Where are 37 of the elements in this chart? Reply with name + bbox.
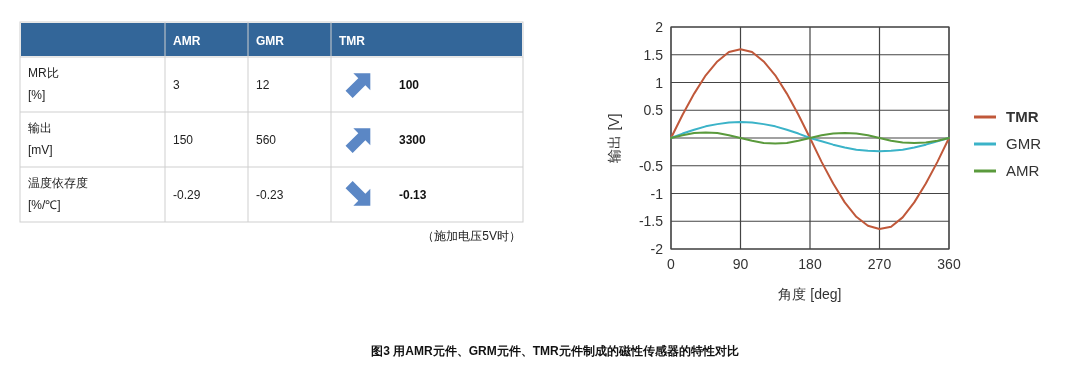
x-tick-label: 270 — [867, 256, 892, 272]
text: 560 — [256, 132, 277, 147]
x-tick-label: 360 — [937, 256, 961, 272]
category-label: AMR — [173, 33, 201, 48]
y-tick-label: -2 — [650, 241, 664, 257]
y-tick-label: 1.5 — [643, 46, 664, 63]
category-label: TMR — [339, 33, 366, 48]
y-tick-label: -1 — [650, 185, 664, 202]
text: -0.29 — [173, 187, 201, 202]
legend-label: GMR — [1006, 135, 1042, 152]
y-tick-label: -1.5 — [638, 213, 664, 230]
y-axis-title: 输出 [V] — [606, 113, 622, 163]
y-tick-label: 1 — [655, 74, 664, 91]
category-label: GMR — [256, 33, 285, 48]
x-tick-label: 180 — [798, 256, 822, 272]
text: -0.23 — [256, 187, 284, 202]
line-series — [670, 131, 950, 145]
text: 3300 — [399, 132, 426, 147]
legend-label: AMR — [1006, 162, 1040, 179]
line-series — [670, 48, 950, 231]
legend-label: TMR — [1006, 108, 1039, 125]
text: -0.13 — [399, 187, 427, 202]
caption: 图3 用AMR元件、GRM元件、TMR元件制成的磁性传感器的特性对比 — [371, 344, 739, 358]
text: 100 — [399, 77, 420, 92]
text: （施加电压5V时） — [422, 229, 521, 243]
category-label: 输出 [mV] — [28, 121, 53, 157]
x-axis-title: 角度 [deg] — [778, 286, 842, 302]
x-tick-label: 90 — [732, 256, 749, 272]
y-tick-label: -0.5 — [638, 157, 664, 174]
y-tick-label: 2 — [655, 19, 664, 35]
text: 3 — [173, 77, 180, 92]
category-label: MR比 [%] — [28, 66, 59, 102]
x-tick-label: 0 — [667, 256, 676, 272]
text: 12 — [256, 77, 270, 92]
text: 150 — [173, 132, 194, 147]
y-tick-label: 0.5 — [643, 102, 664, 119]
category-label: 温度依存度 [%/℃] — [28, 176, 88, 212]
